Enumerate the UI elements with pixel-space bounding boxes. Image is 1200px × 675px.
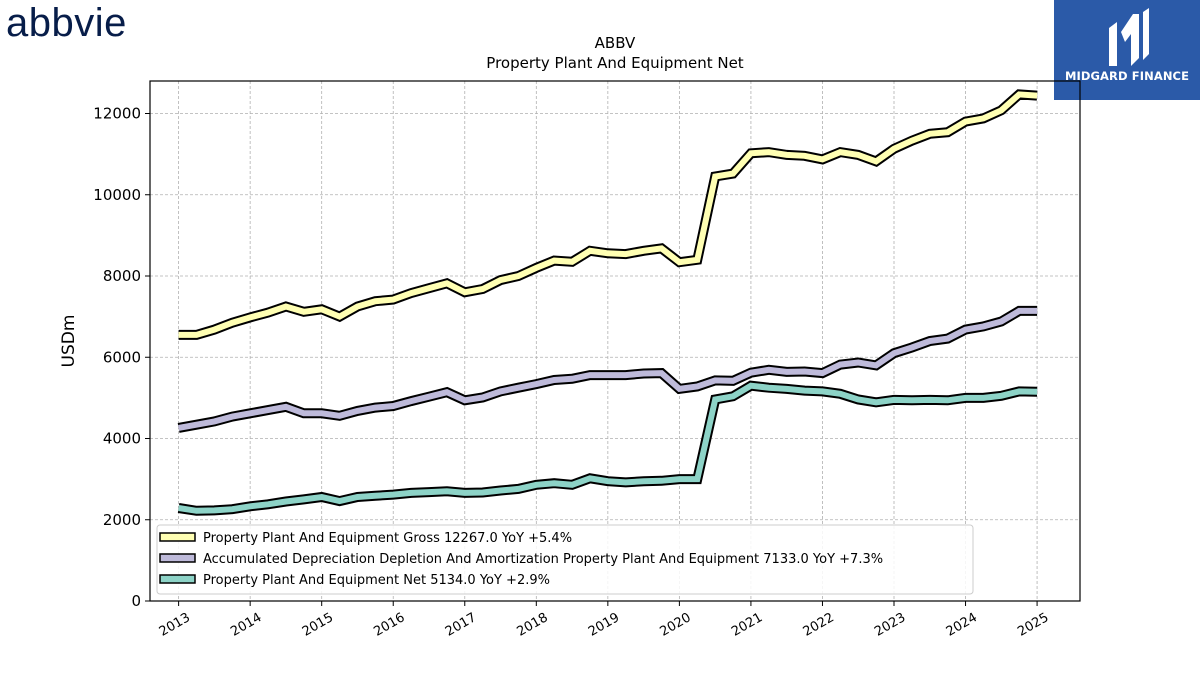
legend-label: Property Plant And Equipment Gross 12267… [203,531,572,546]
x-tick-label: 2016 [371,610,407,640]
y-tick-label: 10000 [93,186,141,204]
midgard-finance-logo-icon [1109,8,1149,66]
x-tick-label: 2021 [729,610,765,640]
midgard-finance-badge: MIDGARD FINANCE [1054,0,1200,100]
series-line [178,91,1038,338]
series-3 [177,380,1038,516]
abbvie-logo-text: abbvie [6,2,127,45]
chart-subtitle: Property Plant And Equipment Net [486,54,743,72]
axis-ticks: 0 2000 4000 6000 8000 10000 12000 2013 2014 2015 2… [93,105,1051,640]
y-tick-label: 6000 [103,348,141,366]
y-tick-label: 12000 [93,105,141,123]
legend-swatch [159,574,196,584]
y-tick-label: 0 [131,592,141,610]
x-tick-label: 2018 [514,610,550,640]
x-tick-label: 2017 [443,610,479,640]
series-line [178,382,1038,514]
legend-swatch [159,553,196,563]
legend-label: Property Plant And Equipment Net 5134.0 … [203,573,550,588]
x-tick-label: 2024 [944,610,980,640]
series-2 [177,305,1038,433]
series-lines [177,89,1038,516]
chart-title: ABBV [595,34,636,52]
legend: Property Plant And Equipment Gross 12267… [156,524,974,595]
midgard-finance-label: MIDGARD FINANCE [1064,69,1190,83]
legend-box [156,524,974,595]
series-1 [178,89,1038,340]
x-tick-label: 2023 [872,610,908,640]
abbvie-logo: abbvie [6,2,127,45]
x-tick-label: 2015 [300,610,336,640]
y-axis-label: USDm [59,315,79,368]
x-tick-label: 2013 [157,610,193,640]
x-tick-label: 2014 [228,610,264,640]
series-line [178,307,1038,431]
y-tick-label: 4000 [103,430,141,448]
legend-label: Accumulated Depreciation Depletion And A… [203,552,883,567]
x-tick-label: 2025 [1015,610,1051,640]
y-tick-label: 8000 [103,267,141,285]
legend-swatch [159,532,196,542]
x-tick-label: 2022 [801,610,837,640]
plot-frame [149,80,1081,602]
y-tick-label: 2000 [103,511,141,529]
x-tick-label: 2019 [586,610,622,640]
x-tick-label: 2020 [658,610,694,640]
